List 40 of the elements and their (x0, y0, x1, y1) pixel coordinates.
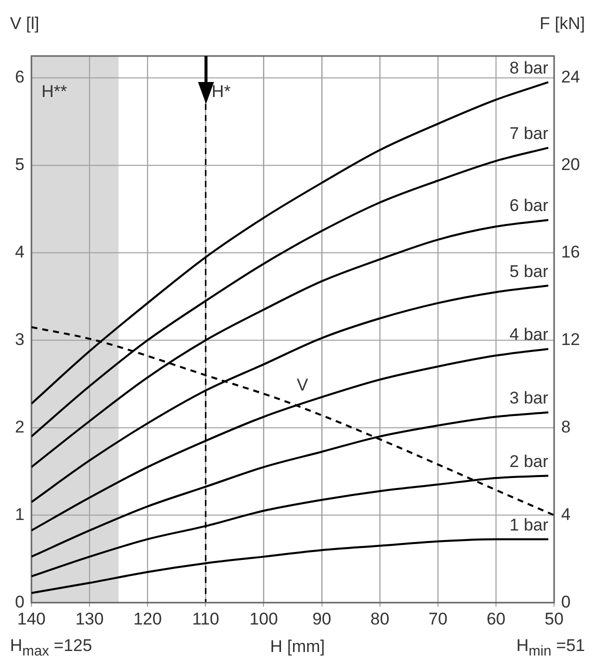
series-label: 8 bar (510, 58, 549, 78)
x-axis-title: H [mm] (270, 637, 325, 656)
x-tick-label: 100 (250, 609, 278, 628)
y-axis-title: V [l] (10, 14, 40, 34)
y-tick-label: 0 (14, 592, 24, 612)
y2-tick-label: 20 (561, 155, 580, 174)
series-label: V (296, 375, 309, 394)
text: H$_{min}$ =51 (516, 636, 585, 659)
series-label: 6 bar (510, 196, 549, 216)
series-label: 1 bar (510, 515, 549, 534)
y2-tick-label: 0 (561, 592, 571, 612)
x-tick-label: 80 (370, 609, 390, 628)
x-tick-label: 60 (486, 609, 506, 628)
y-tick-label: 5 (14, 155, 24, 174)
x-tick-label: 90 (312, 609, 332, 628)
y2-tick-label: 16 (561, 242, 580, 262)
y2-tick-label: 4 (561, 504, 571, 524)
y2-axis-title: F [kN] (540, 14, 585, 34)
y2-tick-label: 24 (561, 68, 580, 87)
ref-line-label: H* (212, 82, 231, 102)
x-tick-label: 130 (75, 609, 104, 628)
x-tick-label: 70 (428, 609, 448, 628)
x-tick-label: 50 (544, 609, 564, 628)
series-label: 3 bar (510, 388, 549, 408)
y2-tick-label: 8 (561, 417, 571, 436)
x-tick-label: 110 (192, 609, 220, 628)
series-label: 5 bar (510, 262, 549, 281)
y-tick-label: 3 (14, 330, 24, 349)
x-tick-label: 140 (17, 609, 46, 628)
series-label: 4 bar (510, 325, 549, 344)
series-label: 2 bar (510, 452, 549, 471)
y-tick-label: 4 (14, 242, 24, 262)
series-label: 7 bar (510, 124, 549, 144)
y2-tick-label: 12 (561, 330, 580, 349)
x-tick-label: 120 (133, 609, 162, 628)
y-tick-label: 6 (14, 68, 24, 87)
text: H$_{max}$ =125 (10, 636, 92, 659)
band-label: H** (41, 82, 68, 102)
y-tick-label: 1 (14, 504, 24, 524)
y-tick-label: 2 (14, 417, 24, 436)
